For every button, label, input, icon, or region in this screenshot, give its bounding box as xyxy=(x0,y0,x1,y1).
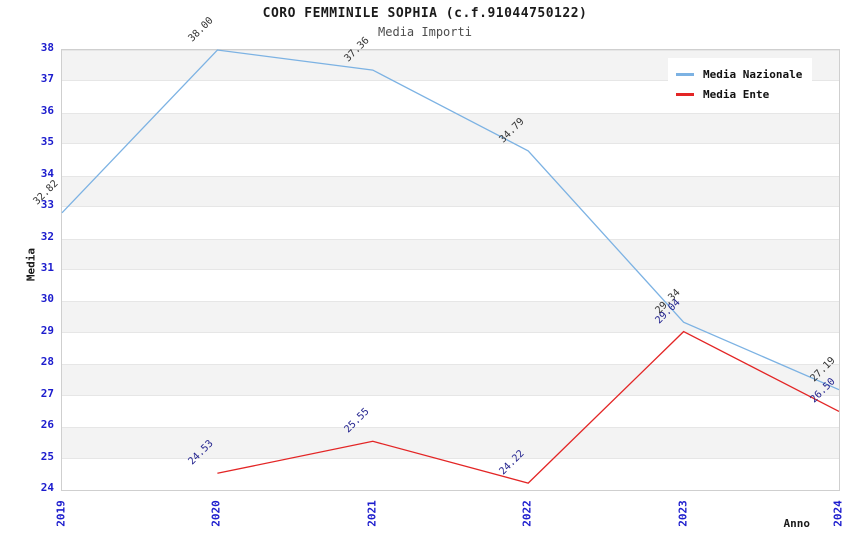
x-axis-label: Anno xyxy=(783,517,811,530)
series-line-media-nazionale xyxy=(61,49,840,391)
plot-area: 32.82 38.00 37.36 34.79 29.34 27.19 24.53 25.55… xyxy=(32,15,840,491)
y-tick-label: 24 xyxy=(40,481,54,494)
grid-band xyxy=(62,112,839,145)
legend-item-media-ente: Media Ente xyxy=(676,84,802,104)
grid-band xyxy=(62,427,839,459)
legend-label: Media Ente xyxy=(703,87,770,101)
y-tick-label: 26 xyxy=(40,418,54,432)
series-lines xyxy=(61,49,840,484)
y-axis-label: Media xyxy=(24,247,38,282)
legend-item-media-nazionale: Media Nazionale xyxy=(676,64,802,84)
x-tick-label: 2023 xyxy=(676,500,690,527)
media-nazionale-line-swatch xyxy=(676,72,694,76)
y-tick-label: 25 xyxy=(40,449,54,463)
media-ente-line-swatch xyxy=(676,92,694,96)
grid-band xyxy=(62,301,839,333)
y-tick-label: 33 xyxy=(40,198,54,212)
x-tick-label: 2024 xyxy=(831,500,845,527)
y-tick-label: 38 xyxy=(40,41,54,54)
legend: Media Nazionale Media Ente xyxy=(668,58,813,110)
y-tick-label: 35 xyxy=(40,135,54,149)
y-tick-label: 32 xyxy=(40,229,54,243)
y-tick-label: 31 xyxy=(40,261,54,274)
y-tick-label: 28 xyxy=(40,355,54,369)
x-tick-label: 2021 xyxy=(365,500,379,527)
x-tick-label: 2019 xyxy=(54,500,68,527)
x-tick-label: 2022 xyxy=(520,500,534,527)
y-tick-label: 27 xyxy=(40,386,54,400)
x-tick-label: 2020 xyxy=(209,500,223,527)
chart-subtitle: Media Importi xyxy=(378,25,472,39)
y-tick-label: 30 xyxy=(40,292,54,306)
chart-title: CORO FEMMINILE SOPHIA (c.f.91044750122) xyxy=(262,6,588,21)
grid-band xyxy=(62,364,839,396)
y-tick-label: 37 xyxy=(40,72,54,86)
grid-band xyxy=(62,238,839,270)
legend-label: Media Nazionale xyxy=(703,67,803,81)
y-tick-label: 29 xyxy=(40,323,54,337)
grid-band xyxy=(62,175,839,208)
y-tick-label: 36 xyxy=(40,103,54,117)
y-tick-label: 34 xyxy=(40,166,54,180)
series-line-media-ente xyxy=(217,330,840,484)
